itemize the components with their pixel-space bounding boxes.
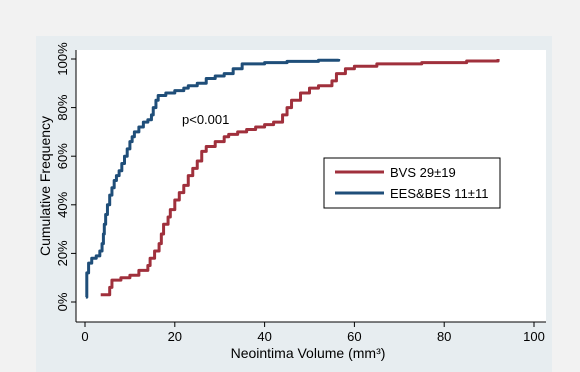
x-axis-title: Neointima Volume (mm³): [231, 345, 386, 361]
x-tick-label: 60: [347, 329, 361, 344]
x-tick-label: 80: [437, 329, 451, 344]
y-tick-label: 40%: [55, 191, 70, 217]
y-axis: 0% 20% 40% 60% 80% 100% Cumulative Frequency: [37, 42, 76, 322]
legend: BVS 29±19 EES&BES 11±11: [324, 158, 500, 208]
y-tick-label: 0%: [55, 292, 70, 311]
y-tick-label: 60%: [55, 143, 70, 169]
x-tick-label: 20: [168, 329, 182, 344]
x-tick-label: 40: [257, 329, 271, 344]
y-ticks: 0% 20% 40% 60% 80% 100%: [55, 42, 76, 311]
x-tick-label: 100: [523, 329, 545, 344]
y-axis-title: Cumulative Frequency: [37, 116, 53, 256]
x-tick-label: 0: [81, 329, 88, 344]
y-tick-label: 80%: [55, 94, 70, 120]
x-axis: 0 20 40 60 80 100 Neointima Volume (mm³): [76, 322, 546, 361]
y-tick-label: 100%: [55, 42, 70, 76]
p-value-annotation: p<0.001: [182, 112, 229, 127]
legend-label-bvs: BVS 29±19: [390, 165, 456, 180]
x-ticks: 0 20 40 60 80 100: [81, 322, 544, 344]
legend-label-ees-bes: EES&BES 11±11: [390, 186, 488, 201]
y-tick-label: 20%: [55, 240, 70, 266]
